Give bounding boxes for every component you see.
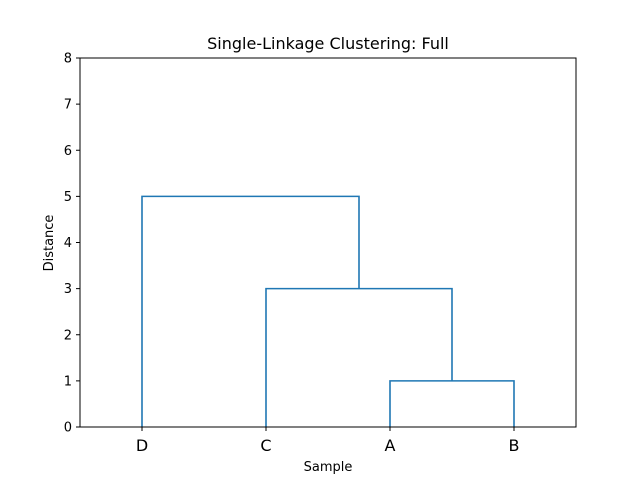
dendrogram-links [141,195,515,427]
x-axis-label: Sample [304,460,353,475]
leaf-label-c: C [260,436,271,455]
dendrogram-link-c-ab [265,287,453,427]
y-tick-label: 4 [64,236,72,251]
chart-title: Single-Linkage Clustering: Full [207,34,449,53]
y-axis-label: Distance [42,215,57,272]
y-tick-label: 2 [64,328,72,343]
y-tick-label: 5 [64,190,72,205]
leaf-label-d: D [136,436,148,455]
plot-frame [79,57,577,428]
y-axis-ticks: 0 1 2 3 4 5 6 7 8 [64,52,80,436]
y-tick-label: 0 [64,421,72,436]
leaf-label-a: A [385,436,396,455]
leaf-label-b: B [509,436,520,455]
y-tick-label: 1 [64,374,72,389]
y-tick-label: 6 [64,144,72,159]
y-tick-label: 3 [64,282,72,297]
dendrogram-link-a-b [389,380,515,427]
dendrogram-link-d-cab [141,195,360,427]
y-tick-label: 7 [64,98,72,113]
y-tick-label: 8 [64,52,72,67]
